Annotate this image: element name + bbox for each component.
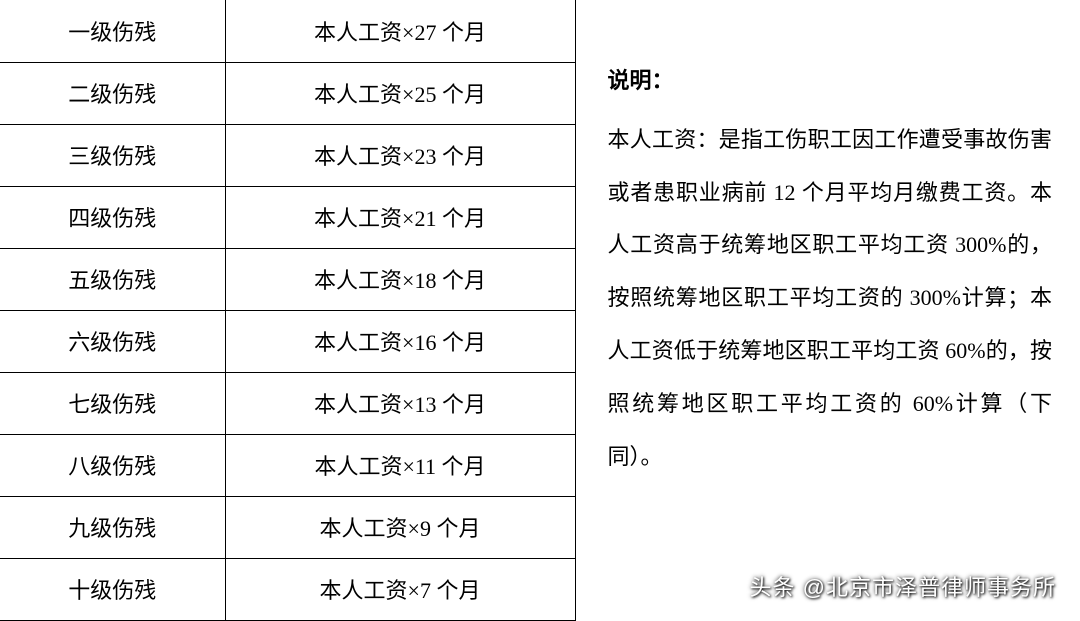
cell-level: 七级伤残 <box>0 372 225 434</box>
cell-formula: 本人工资×27 个月 <box>225 0 575 62</box>
table-row: 四级伤残本人工资×21 个月 <box>0 186 575 248</box>
table-row: 五级伤残本人工资×18 个月 <box>0 248 575 310</box>
watermark-text: 头条 @北京市泽普律师事务所 <box>750 570 1056 602</box>
table-row: 十级伤残本人工资×7 个月 <box>0 558 575 620</box>
table-row: 一级伤残本人工资×27 个月 <box>0 0 575 62</box>
page-container: 一级伤残本人工资×27 个月 二级伤残本人工资×25 个月 三级伤残本人工资×2… <box>0 0 1080 620</box>
cell-formula: 本人工资×13 个月 <box>225 372 575 434</box>
explanation-body: 本人工资：是指工伤职工因工作遭受事故伤害或者患职业病前 12 个月平均月缴费工资… <box>608 114 1053 484</box>
cell-level: 三级伤残 <box>0 124 225 186</box>
cell-formula: 本人工资×21 个月 <box>225 186 575 248</box>
table-row: 九级伤残本人工资×9 个月 <box>0 496 575 558</box>
table-row: 二级伤残本人工资×25 个月 <box>0 62 575 124</box>
cell-level: 九级伤残 <box>0 496 225 558</box>
compensation-table-wrap: 一级伤残本人工资×27 个月 二级伤残本人工资×25 个月 三级伤残本人工资×2… <box>0 0 576 620</box>
table-row: 八级伤残本人工资×11 个月 <box>0 434 575 496</box>
cell-formula: 本人工资×16 个月 <box>225 310 575 372</box>
cell-level: 六级伤残 <box>0 310 225 372</box>
cell-level: 五级伤残 <box>0 248 225 310</box>
cell-level: 一级伤残 <box>0 0 225 62</box>
cell-formula: 本人工资×11 个月 <box>225 434 575 496</box>
cell-level: 八级伤残 <box>0 434 225 496</box>
cell-formula: 本人工资×23 个月 <box>225 124 575 186</box>
explanation-title: 说明： <box>608 55 1053 108</box>
cell-formula: 本人工资×7 个月 <box>225 558 575 620</box>
cell-formula: 本人工资×18 个月 <box>225 248 575 310</box>
table-row: 七级伤残本人工资×13 个月 <box>0 372 575 434</box>
table-row: 三级伤残本人工资×23 个月 <box>0 124 575 186</box>
cell-level: 二级伤残 <box>0 62 225 124</box>
cell-level: 四级伤残 <box>0 186 225 248</box>
compensation-table: 一级伤残本人工资×27 个月 二级伤残本人工资×25 个月 三级伤残本人工资×2… <box>0 0 576 621</box>
cell-formula: 本人工资×9 个月 <box>225 496 575 558</box>
table-row: 六级伤残本人工资×16 个月 <box>0 310 575 372</box>
explanation-panel: 说明： 本人工资：是指工伤职工因工作遭受事故伤害或者患职业病前 12 个月平均月… <box>576 0 1080 620</box>
table-body: 一级伤残本人工资×27 个月 二级伤残本人工资×25 个月 三级伤残本人工资×2… <box>0 0 575 620</box>
cell-formula: 本人工资×25 个月 <box>225 62 575 124</box>
cell-level: 十级伤残 <box>0 558 225 620</box>
